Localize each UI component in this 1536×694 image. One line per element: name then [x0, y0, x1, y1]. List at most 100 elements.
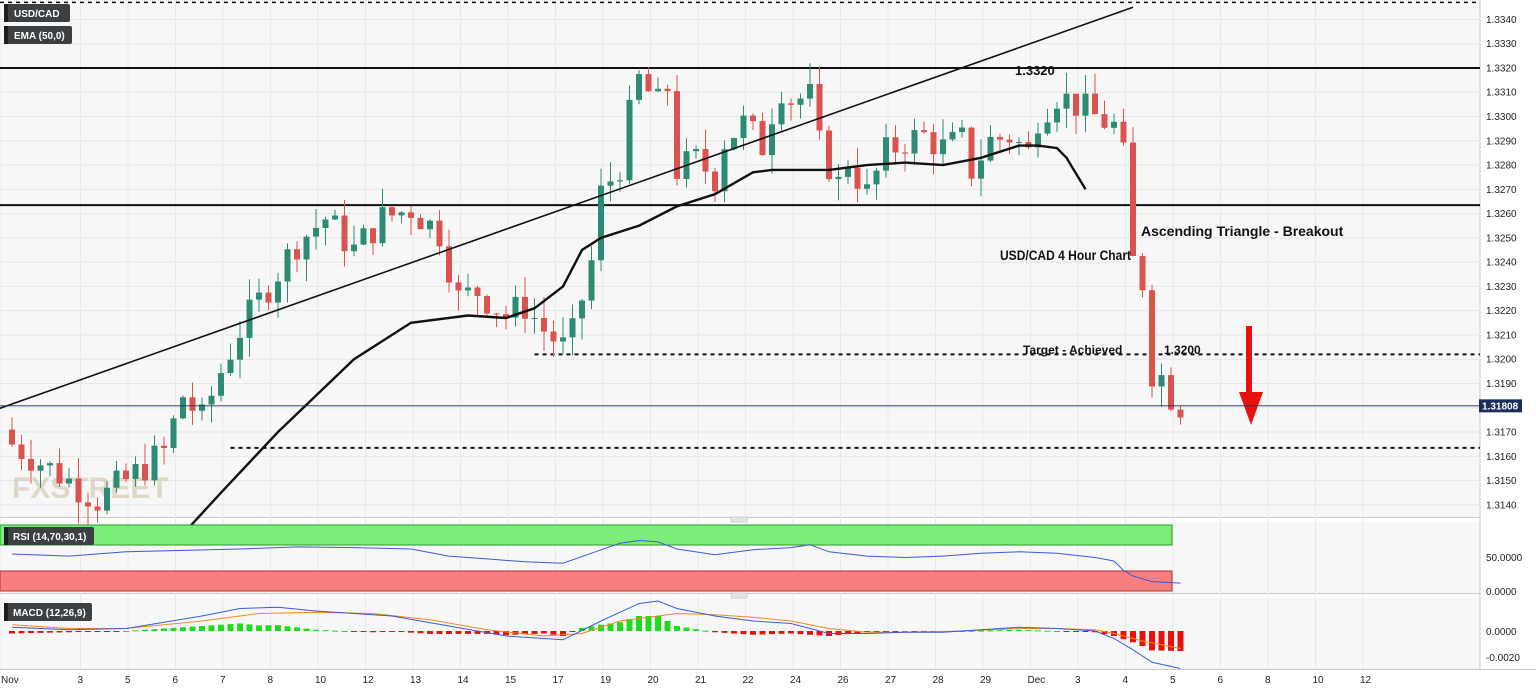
candlestick — [351, 225, 357, 257]
macd-histogram-bar — [1149, 631, 1155, 651]
candlestick — [750, 113, 756, 130]
macd-histogram-bar — [113, 631, 120, 632]
macd-histogram-bar — [750, 631, 756, 635]
candlestick — [18, 434, 25, 471]
candlestick — [1120, 108, 1127, 146]
macd-histogram-bar — [712, 631, 718, 633]
candlestick — [1035, 122, 1041, 158]
macd-histogram-bar — [1120, 631, 1127, 640]
price-tick-label: 1.3240 — [1486, 258, 1517, 269]
macd-histogram-bar — [85, 631, 91, 632]
macd-histogram-bar — [1139, 631, 1146, 646]
macd-histogram-bar — [759, 631, 766, 635]
candlestick — [940, 119, 946, 165]
macd-histogram-bar — [1006, 629, 1013, 631]
macd-histogram-bar — [398, 631, 405, 633]
candlestick — [674, 74, 680, 186]
macd-histogram-bar — [1092, 631, 1098, 633]
candlestick — [1006, 134, 1013, 154]
candlestick — [218, 363, 224, 402]
panel-resize-handle[interactable] — [730, 592, 748, 599]
macd-histogram-bar — [579, 627, 585, 631]
candlestick — [626, 85, 633, 184]
candlestick — [702, 129, 709, 184]
macd-histogram-bar — [997, 630, 1003, 632]
macd-histogram-bar — [75, 631, 82, 633]
time-tick-label: 19 — [600, 675, 612, 686]
svg-text:USD/CAD: USD/CAD — [14, 9, 60, 20]
time-tick-label: 4 — [1123, 675, 1129, 686]
price-axis — [1480, 0, 1536, 689]
candlestick — [845, 160, 851, 184]
candlestick — [180, 395, 186, 420]
candlestick — [474, 285, 481, 316]
time-tick-label: 3 — [78, 675, 84, 686]
svg-text:MACD (12,26,9): MACD (12,26,9) — [13, 608, 86, 619]
candlestick — [85, 492, 91, 528]
horizontal-levels — [0, 1, 1480, 449]
candlestick — [826, 125, 832, 183]
candlestick — [1139, 253, 1146, 298]
time-tick-label: Nov — [1, 675, 19, 686]
candlestick — [427, 218, 433, 238]
candlestick — [332, 209, 338, 221]
time-tick-label: 5 — [1170, 675, 1176, 686]
candlestick — [788, 98, 794, 121]
candlestick — [75, 458, 82, 524]
candlestick — [550, 320, 557, 357]
candlestick — [664, 84, 671, 106]
candlestick — [721, 140, 728, 203]
macd-histogram-bar — [655, 616, 661, 631]
price-tick-label: 1.3170 — [1486, 428, 1517, 439]
time-tick-label: 22 — [743, 675, 755, 686]
macd-histogram-bar — [227, 624, 234, 631]
macd-line — [11, 600, 1181, 669]
candlestick — [959, 120, 965, 138]
svg-text:1.31808: 1.31808 — [1482, 401, 1519, 412]
macd-histogram-bar — [1158, 631, 1165, 651]
panel-resize-handle[interactable] — [730, 516, 748, 523]
candlestick — [1082, 75, 1089, 133]
macd-histogram-bar — [246, 624, 253, 631]
candlestick — [607, 162, 614, 202]
rsi-tick-50: 50.0000 — [1486, 553, 1523, 564]
ascending-trendline — [0, 6, 1134, 410]
macd-histogram-bar — [1054, 631, 1060, 632]
macd-histogram-bar — [1044, 630, 1051, 632]
macd-tag: MACD (12,26,9) — [4, 603, 92, 621]
candlestick — [522, 277, 528, 334]
macd-histogram-bar — [569, 631, 576, 632]
macd-histogram-bar — [370, 631, 376, 633]
macd-histogram-bar — [674, 626, 680, 631]
candlestick — [227, 343, 234, 376]
candlestick — [1158, 363, 1165, 408]
macd-histogram-bar — [436, 631, 443, 634]
candlestick — [208, 386, 215, 423]
candlestick — [921, 121, 927, 135]
candlestick — [512, 285, 519, 327]
price-tick-label: 1.3250 — [1486, 233, 1517, 244]
time-tick-label: 15 — [505, 675, 517, 686]
macd-histogram-bar — [94, 631, 101, 632]
candlestick — [484, 294, 490, 318]
candlestick — [132, 456, 139, 487]
macd-histogram-bar — [788, 631, 794, 634]
candlestick — [807, 63, 813, 107]
candlestick — [417, 214, 424, 230]
svg-text:EMA (50,0): EMA (50,0) — [14, 31, 65, 42]
time-tick-label: 8 — [268, 675, 274, 686]
candlestick — [978, 139, 984, 197]
macd-histogram-bar — [417, 631, 424, 634]
macd-histogram-bar — [66, 631, 72, 633]
candlestick — [1063, 72, 1070, 128]
target-label: Target - Achieved — [1023, 343, 1122, 357]
macd-histogram-bar — [550, 631, 557, 635]
price-tick-label: 1.3270 — [1486, 185, 1517, 196]
macd-histogram-bar — [911, 631, 918, 632]
time-tick-label: 20 — [648, 675, 660, 686]
macd-histogram-bar — [180, 627, 186, 631]
macd-histogram-bar — [883, 631, 889, 632]
macd-histogram-bar — [360, 631, 367, 632]
macd-histogram-bar — [28, 631, 34, 634]
